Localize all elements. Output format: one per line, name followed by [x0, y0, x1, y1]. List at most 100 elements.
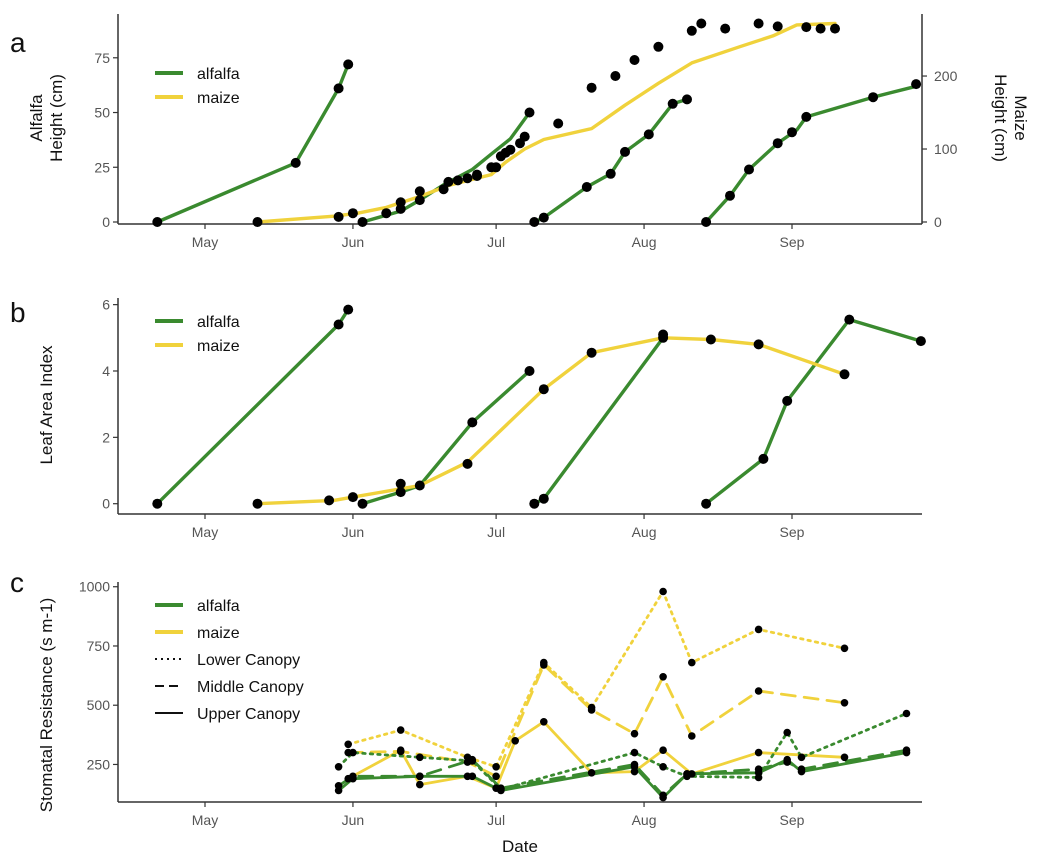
data-point	[667, 98, 678, 109]
data-point	[902, 709, 911, 718]
y-tick-label: 500	[87, 697, 111, 713]
data-point	[586, 82, 597, 93]
series-line-alfalfa	[532, 97, 689, 224]
data-point	[152, 498, 163, 509]
data-point	[844, 314, 855, 325]
data-point	[152, 217, 163, 227]
y-axis-title-line: Alfalfa	[27, 94, 46, 142]
data-point	[511, 737, 519, 745]
series-line-alfalfa	[360, 369, 532, 506]
x-tick-label: Sep	[780, 812, 805, 828]
data-point	[772, 21, 783, 32]
data-point	[290, 157, 301, 168]
data-point	[524, 107, 535, 118]
data-point	[744, 164, 754, 175]
data-point	[529, 217, 540, 227]
y-tick-label: 0	[102, 214, 110, 230]
data-point	[772, 138, 783, 149]
data-point	[696, 18, 707, 29]
data-point	[491, 162, 502, 173]
data-point	[252, 498, 263, 509]
x-tick-label: Jun	[342, 524, 365, 540]
data-point	[643, 129, 654, 140]
data-point	[357, 498, 368, 509]
data-point	[540, 661, 548, 669]
x-tick-label: Jun	[342, 812, 365, 828]
y-axis-title-line: Stomatal Resistance (s m-1)	[37, 598, 56, 812]
data-point	[586, 347, 597, 358]
x-tick-label: Jul	[487, 524, 505, 540]
data-point	[705, 334, 716, 345]
legend-b: alfalfa maize	[155, 314, 240, 355]
data-point	[492, 772, 500, 781]
x-tick-label: Jul	[487, 812, 505, 828]
data-point	[529, 498, 540, 509]
data-point	[754, 625, 763, 634]
data-point	[414, 195, 425, 206]
legend-label: alfalfa	[197, 66, 240, 83]
series-line-alfalfa	[704, 84, 918, 224]
data-point	[754, 748, 763, 757]
x-tick-label: May	[192, 812, 218, 828]
panel-a-axes: a 0 25 50 75 May Jun Jul Aug Sep	[10, 14, 922, 250]
data-point	[840, 644, 849, 653]
data-point	[610, 71, 621, 81]
x-tick-label: Aug	[632, 812, 657, 828]
data-point	[414, 186, 425, 197]
data-point	[659, 763, 667, 771]
legend-label: alfalfa	[197, 598, 240, 615]
data-point	[830, 23, 840, 34]
data-point	[334, 786, 343, 795]
data-point	[801, 22, 812, 33]
data-point	[605, 168, 616, 179]
data-point	[688, 658, 696, 667]
y-tick-label: 25	[94, 159, 110, 175]
data-point	[754, 769, 763, 777]
data-point	[783, 728, 791, 737]
x-tick-label: Aug	[632, 524, 657, 540]
legend-label: maize	[197, 338, 240, 355]
panel-letter: c	[10, 567, 24, 598]
x-tick-label: May	[192, 234, 218, 250]
series-line-alfalfa	[155, 307, 350, 506]
panel-letter: a	[10, 27, 26, 58]
data-point	[659, 673, 667, 681]
y2-tick-label: 200	[934, 68, 958, 84]
data-point	[782, 395, 793, 406]
data-point	[915, 336, 926, 347]
data-point	[630, 763, 639, 771]
data-point	[659, 587, 667, 596]
data-point	[797, 753, 806, 762]
data-point	[783, 755, 791, 764]
data-point	[333, 83, 344, 94]
panel-letter: b	[10, 297, 26, 328]
data-point	[452, 175, 463, 186]
x-tick-label: Sep	[780, 524, 805, 540]
y-tick-label: 4	[102, 363, 110, 379]
data-point	[347, 492, 358, 503]
data-point	[381, 208, 392, 219]
x-tick-label: Sep	[780, 234, 805, 250]
data-point	[468, 772, 477, 781]
series-line-maize-lower	[346, 590, 846, 769]
series-line-maize	[255, 21, 837, 224]
data-point	[797, 767, 806, 776]
data-point	[395, 487, 406, 498]
y-tick-label: 250	[87, 756, 111, 772]
series-line-maize	[255, 336, 847, 506]
data-point	[587, 706, 596, 714]
data-point	[395, 478, 406, 489]
data-point	[753, 339, 764, 350]
data-point	[347, 208, 358, 219]
data-point	[701, 498, 712, 509]
data-point	[902, 748, 911, 757]
data-point	[538, 384, 549, 395]
y2-axis-title: MaizeHeight (cm)	[991, 74, 1030, 162]
legend-a: alfalfa maize	[155, 66, 240, 107]
data-point	[396, 726, 405, 734]
data-point	[443, 176, 454, 187]
data-point	[357, 217, 368, 227]
data-point	[395, 197, 406, 208]
data-point	[438, 184, 449, 195]
data-point	[252, 217, 263, 227]
